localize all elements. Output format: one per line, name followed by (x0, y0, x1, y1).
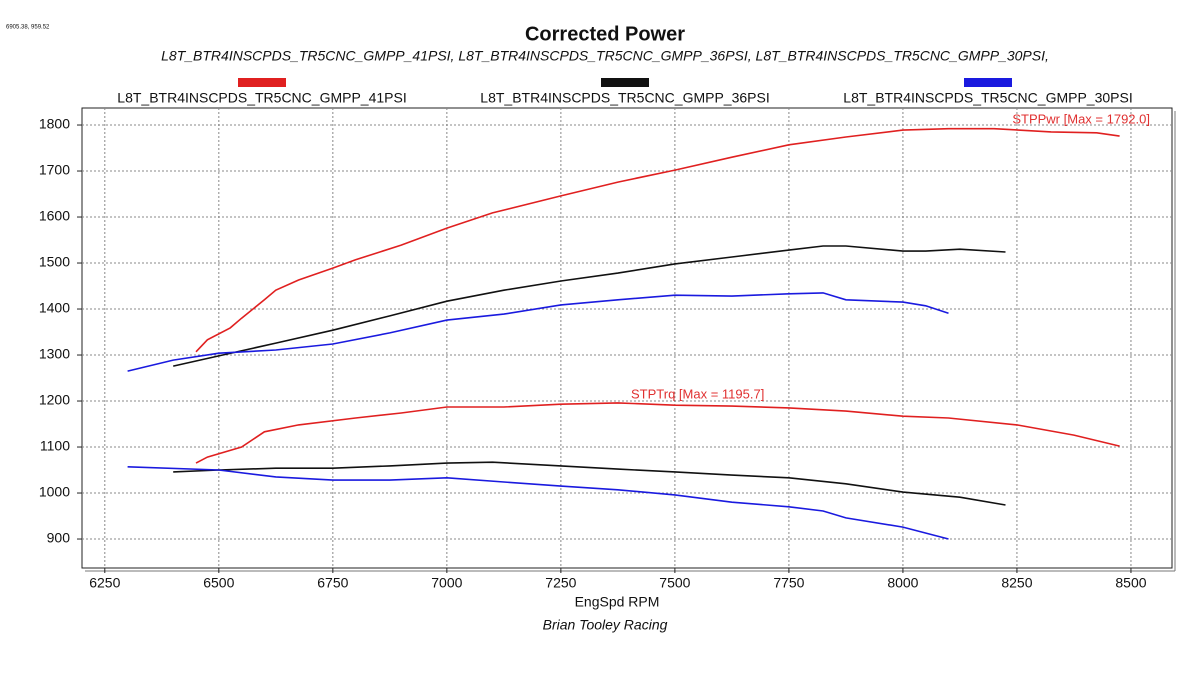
torque-line (195, 402, 1120, 464)
annotation: STPPwr [Max = 1792.0] (1012, 111, 1150, 126)
power-line (195, 127, 1120, 353)
x-tick-label: 6750 (317, 575, 348, 591)
y-tick-label: 1200 (39, 392, 70, 408)
torque-line (173, 461, 1006, 506)
y-tick-label: 1000 (39, 484, 70, 500)
power-line (127, 292, 949, 372)
x-tick-label: 7250 (545, 575, 576, 591)
x-tick-label: 6500 (203, 575, 234, 591)
legend-label: L8T_BTR4INSCPDS_TR5CNC_GMPP_36PSI (480, 90, 769, 106)
plot-frame (81, 107, 1173, 569)
y-tick-label: 1600 (39, 208, 70, 224)
annotation: STPTrq [Max = 1195.7] (631, 386, 764, 401)
y-tick-label: 1800 (39, 116, 70, 132)
y-tick-label: 1700 (39, 162, 70, 178)
legend-swatch (601, 78, 649, 87)
x-axis-label: EngSpd RPM (575, 594, 660, 610)
x-tick-label: 7000 (431, 575, 462, 591)
chart-subtitle: L8T_BTR4INSCPDS_TR5CNC_GMPP_41PSI, L8T_B… (161, 48, 1049, 64)
power-line (173, 245, 1006, 367)
legend-label: L8T_BTR4INSCPDS_TR5CNC_GMPP_30PSI (843, 90, 1132, 106)
legend-label: L8T_BTR4INSCPDS_TR5CNC_GMPP_41PSI (117, 90, 406, 106)
y-tick-label: 1300 (39, 346, 70, 362)
footer: Brian Tooley Racing (543, 617, 668, 633)
x-tick-label: 6250 (89, 575, 120, 591)
x-tick-label: 8250 (1001, 575, 1032, 591)
x-tick-label: 7750 (773, 575, 804, 591)
chart-title: Corrected Power (525, 23, 685, 45)
x-tick-label: 8000 (887, 575, 918, 591)
torque-line (127, 466, 949, 540)
legend-swatch (238, 78, 286, 87)
y-tick-label: 900 (47, 530, 71, 546)
y-tick-label: 1400 (39, 300, 70, 316)
x-tick-label: 8500 (1115, 575, 1146, 591)
corner-text: 6905.38, 959.52 (6, 25, 50, 31)
legend-swatch (964, 78, 1012, 87)
y-tick-label: 1500 (39, 254, 70, 270)
y-tick-label: 1100 (40, 438, 70, 454)
x-tick-label: 7500 (659, 575, 690, 591)
